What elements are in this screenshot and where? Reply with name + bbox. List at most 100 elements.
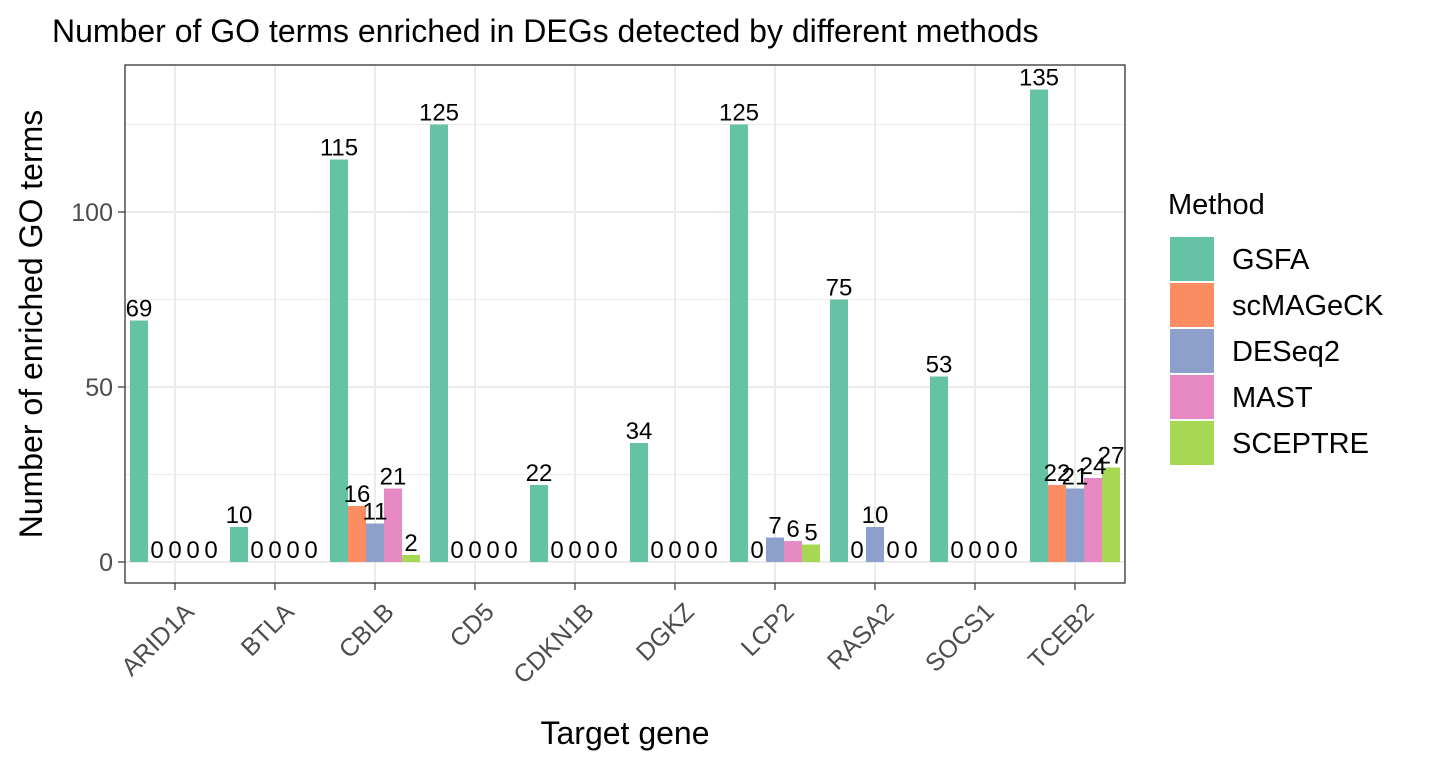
bar-value-label: 0 xyxy=(204,537,217,564)
bar-value-label: 22 xyxy=(526,460,553,487)
legend-key xyxy=(1170,237,1214,281)
legend-key xyxy=(1170,421,1214,465)
bar-value-label: 10 xyxy=(862,502,889,529)
bar-value-label: 0 xyxy=(504,537,517,564)
bar-value-label: 69 xyxy=(126,296,153,323)
bar xyxy=(802,544,820,562)
x-axis-title: Target gene xyxy=(540,715,709,751)
bar-value-label: 0 xyxy=(750,537,763,564)
bar xyxy=(1102,467,1120,562)
bar xyxy=(430,124,448,562)
bar xyxy=(866,527,884,562)
bar xyxy=(230,527,248,562)
legend-key xyxy=(1170,283,1214,327)
bar-value-label: 125 xyxy=(719,100,759,127)
bar xyxy=(766,537,784,562)
legend-key xyxy=(1170,375,1214,419)
chart-title: Number of GO terms enriched in DEGs dete… xyxy=(52,13,1039,49)
bar-value-label: 0 xyxy=(168,537,181,564)
y-tick-label: 50 xyxy=(85,374,113,402)
bar-value-label: 21 xyxy=(380,464,407,491)
x-tick-label: SOCS1 xyxy=(920,598,1000,678)
bar xyxy=(1030,89,1048,562)
bar-value-label: 0 xyxy=(650,537,663,564)
x-tick-label: ARID1A xyxy=(116,598,200,682)
bar-value-label: 0 xyxy=(704,537,717,564)
bar xyxy=(402,555,420,562)
bar xyxy=(384,488,402,562)
bar-value-label: 0 xyxy=(686,537,699,564)
x-tick-label: LCP2 xyxy=(736,598,800,662)
x-tick-label: CBLB xyxy=(334,598,400,664)
bar-value-label: 0 xyxy=(286,537,299,564)
legend-label: MAST xyxy=(1232,382,1313,414)
plot-panel-border xyxy=(124,64,1126,584)
bar-value-label: 0 xyxy=(468,537,481,564)
x-tick-label: CDKN1B xyxy=(508,598,600,690)
bar-value-label: 0 xyxy=(186,537,199,564)
legend: Method GSFA scMAGeCK DESeq2 MAST SCEPTRE xyxy=(1168,189,1384,465)
bar-value-label: 125 xyxy=(419,100,459,127)
bar-value-label: 0 xyxy=(950,537,963,564)
bar-value-label: 21 xyxy=(1062,464,1089,491)
bar-value-label: 34 xyxy=(626,418,653,445)
bar-value-label: 11 xyxy=(363,499,388,526)
x-tick-label: DGKZ xyxy=(631,598,700,667)
bar-value-label: 115 xyxy=(320,135,358,162)
bar-value-label: 0 xyxy=(250,537,263,564)
legend-label: DESeq2 xyxy=(1232,336,1340,368)
legend-key xyxy=(1170,329,1214,373)
bar xyxy=(930,376,948,562)
grid-lines xyxy=(125,65,1125,583)
bar-value-label: 0 xyxy=(150,537,163,564)
bar-value-label: 0 xyxy=(904,537,917,564)
bar xyxy=(730,124,748,562)
bar-value-label: 0 xyxy=(486,537,499,564)
bar-value-label: 0 xyxy=(604,537,617,564)
bar-value-label: 0 xyxy=(1004,537,1017,564)
bar-value-label: 0 xyxy=(968,537,981,564)
bar-value-label: 27 xyxy=(1098,443,1125,470)
bar xyxy=(330,159,348,562)
bar-value-label: 53 xyxy=(926,352,953,379)
bar-value-label: 0 xyxy=(268,537,281,564)
bar-value-label: 0 xyxy=(850,537,863,564)
bar xyxy=(366,523,384,562)
legend-label: SCEPTRE xyxy=(1232,428,1369,460)
x-tick-label: TCEB2 xyxy=(1023,598,1100,675)
y-axis-title: Number of enriched GO terms xyxy=(13,110,49,539)
bar-value-label: 7 xyxy=(768,513,781,540)
bar xyxy=(1084,478,1102,562)
bar xyxy=(1066,488,1084,562)
bar xyxy=(530,485,548,562)
bar-value-label: 135 xyxy=(1019,65,1059,92)
bar xyxy=(784,541,802,562)
bar xyxy=(130,320,148,562)
bar-value-label: 2 xyxy=(404,530,417,557)
bar-value-label: 0 xyxy=(886,537,899,564)
bar-value-label: 5 xyxy=(804,520,817,547)
bar xyxy=(1048,485,1066,562)
bar-value-label: 75 xyxy=(826,275,853,302)
bar-value-label: 0 xyxy=(304,537,317,564)
bar-value-label: 0 xyxy=(550,537,563,564)
bar xyxy=(830,299,848,562)
bar-value-label: 6 xyxy=(786,516,799,543)
bar xyxy=(348,506,366,562)
bar-value-label: 10 xyxy=(226,502,253,529)
x-tick-label: RASA2 xyxy=(822,598,900,676)
bar-value-label: 24 xyxy=(1080,453,1107,480)
x-tick-label: BTLA xyxy=(236,598,300,662)
legend-label: scMAGeCK xyxy=(1232,290,1384,322)
bar-value-label: 0 xyxy=(586,537,599,564)
y-tick-label: 0 xyxy=(99,549,113,577)
legend-title: Method xyxy=(1168,189,1265,221)
bar-value-label: 0 xyxy=(568,537,581,564)
bar-value-label: 0 xyxy=(450,537,463,564)
legend-label: GSFA xyxy=(1232,244,1310,276)
x-tick-label: CD5 xyxy=(445,598,500,653)
bar-value-label: 0 xyxy=(668,537,681,564)
bar xyxy=(630,443,648,562)
